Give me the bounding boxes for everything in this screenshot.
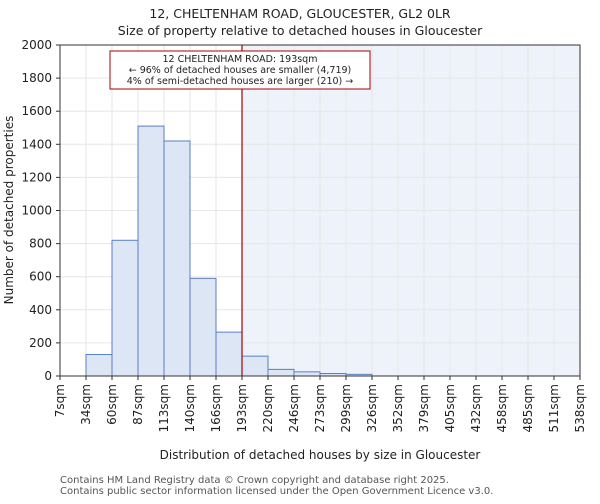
y-tick-label-4: 800 [29,237,52,251]
y-tick-label-1: 200 [29,336,52,350]
x-tick-label-9: 246sqm [287,384,301,432]
bar-3 [137,125,165,377]
bar-5 [189,277,217,377]
x-tick-label-2: 60sqm [105,384,119,425]
x-tick-label-20: 538sqm [573,384,587,432]
x-tick-label-6: 166sqm [209,384,223,432]
plot-area: 0 200 400 600 800 1000 1200 1400 1600 1800 2000 7sq… [21,38,587,432]
x-tick-label-19: 511sqm [547,384,561,432]
x-tick-label-13: 352sqm [391,384,405,432]
x-tick-label-14: 379sqm [417,384,431,432]
x-tick-label-16: 432sqm [469,384,483,432]
y-tick-label-3: 600 [29,270,52,284]
y-tick-label-6: 1200 [21,170,52,184]
bar-8 [267,368,295,377]
x-tick-label-17: 458sqm [495,384,509,432]
y-tick-label-10: 2000 [21,38,52,52]
x-tick-label-0: 7sqm [53,384,67,417]
x-tick-label-12: 326sqm [365,384,379,432]
y-tick-label-8: 1600 [21,104,52,118]
x-tick-label-7: 193sqm [235,384,249,432]
chart-title: 12, CHELTENHAM ROAD, GLOUCESTER, GL2 0LR [149,6,451,21]
annotation-box [109,50,371,90]
y-axis-label: Number of detached properties [2,116,16,305]
bar-2 [111,239,139,377]
x-tick-label-1: 34sqm [79,384,93,425]
y-tick-label-7: 1400 [21,137,52,151]
x-tick-label-15: 405sqm [443,384,457,432]
annotation-line-1: 12 CHELTENHAM ROAD: 193sqm [163,54,318,65]
bar-7 [241,355,269,377]
chart-subtitle: Size of property relative to detached ho… [118,23,483,38]
footer-line-1: Contains HM Land Registry data © Crown c… [60,475,449,486]
x-tick-label-5: 140sqm [183,384,197,432]
x-axis-label: Distribution of detached houses by size … [160,448,481,462]
bar-1 [85,353,113,377]
x-tick-label-10: 273sqm [313,384,327,432]
y-tick-label-9: 1800 [21,71,52,85]
x-tick-label-11: 299sqm [339,384,353,432]
y-tick-label-5: 1000 [21,204,52,218]
bar-9 [293,371,321,377]
footer-line-2: Contains public sector information licen… [60,486,493,497]
y-tick-label-0: 0 [44,369,52,383]
x-tick-label-8: 220sqm [261,384,275,432]
bar-4 [163,140,191,377]
bar-6 [215,331,243,377]
y-tick-label-2: 400 [29,303,52,317]
annotation-line-2: ← 96% of detached houses are smaller (4,… [129,65,352,76]
x-tick-label-4: 113sqm [157,384,171,432]
x-tick-label-3: 87sqm [131,384,145,425]
annotation-line-3: 4% of semi-detached houses are larger (2… [127,76,354,87]
x-tick-label-18: 485sqm [521,384,535,432]
